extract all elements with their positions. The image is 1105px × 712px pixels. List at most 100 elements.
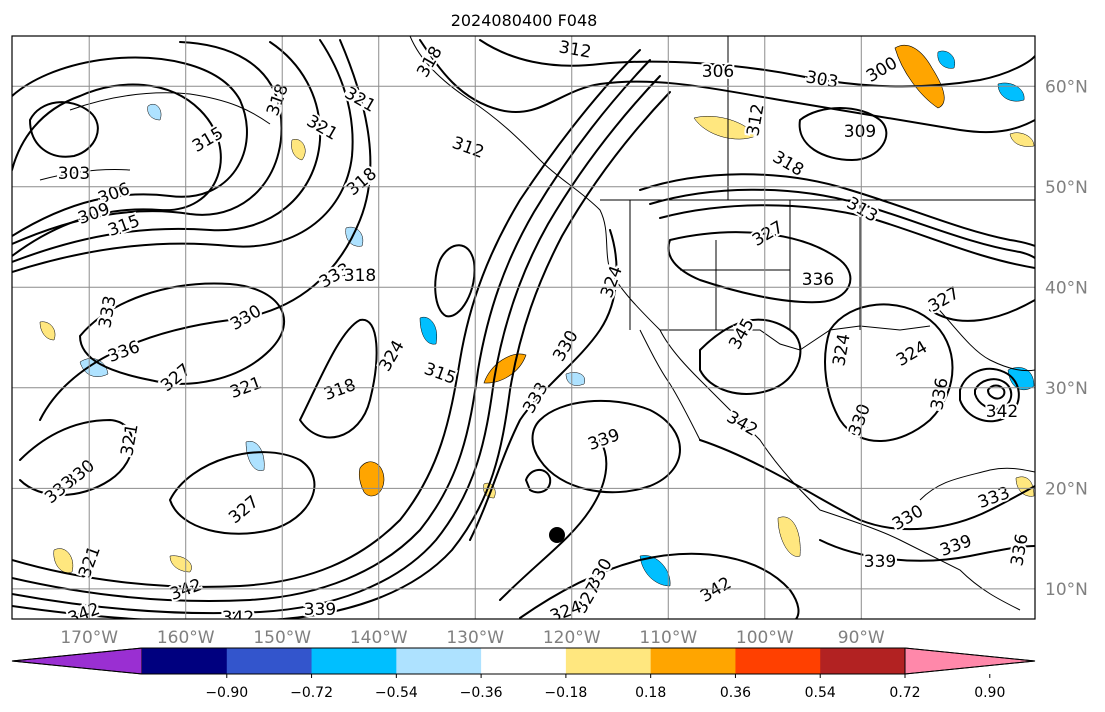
anomaly-patch <box>419 316 438 345</box>
contour-line <box>169 451 316 535</box>
colorbar-tick-label: 0.72 <box>889 685 920 701</box>
colorbar-tick-label: −0.54 <box>375 685 418 701</box>
colorbar-outline <box>11 647 1036 675</box>
anomaly-patch <box>291 139 306 161</box>
colorbar-tick-label: −0.18 <box>544 685 587 701</box>
longitude-tick-label: 150°W <box>253 628 311 648</box>
longitude-tick-label: 110°W <box>639 628 697 648</box>
anomaly-patch <box>894 44 945 109</box>
longitude-tick-label: 120°W <box>543 628 601 648</box>
contour-label: 342 <box>222 608 254 628</box>
anomaly-patch <box>777 516 801 557</box>
state-borders <box>629 200 861 330</box>
colorbar-segment <box>735 648 821 674</box>
contour-label: 309 <box>844 122 876 142</box>
position-marker-dot <box>549 527 565 543</box>
colorbar-segment <box>142 648 228 674</box>
contour-label: 306 <box>702 62 734 82</box>
contour-line <box>824 303 954 442</box>
longitude-tick-label: 130°W <box>446 628 504 648</box>
colorbar-tick-label: 0.36 <box>720 685 751 701</box>
coastline <box>639 329 701 441</box>
contour-line <box>299 318 378 439</box>
colorbar-extend-min <box>11 647 143 675</box>
contour-line <box>659 204 1035 269</box>
contour-line <box>12 83 222 257</box>
contour-line <box>667 231 852 304</box>
colorbar-tick-label: 0.90 <box>974 685 1005 701</box>
coastline <box>929 299 1035 372</box>
longitude-tick-label: 140°W <box>350 628 408 648</box>
graticule <box>12 36 1035 619</box>
contour-line <box>19 419 134 496</box>
longitude-tick-label: 160°W <box>157 628 215 648</box>
colorbar-tick-label: 0.54 <box>805 685 836 701</box>
height-contours <box>12 39 1035 619</box>
colorbar-tick-labels: −0.90 −0.72 −0.54 −0.36 −0.18 0.18 0.36 0.54 0.7… <box>205 674 1005 701</box>
contour-line <box>649 188 1035 259</box>
colorbar-tick-label: −0.36 <box>460 685 503 701</box>
anomaly-patch <box>937 50 956 69</box>
contour-line <box>639 173 1035 247</box>
coastline <box>919 467 1035 501</box>
contour-label: 339 <box>864 552 896 572</box>
anomaly-patch <box>39 321 56 341</box>
colorbar-segment <box>565 648 652 674</box>
contour-label: 318 <box>344 266 376 286</box>
contour-line <box>959 367 1020 423</box>
contour-line <box>987 384 1006 400</box>
contour-label: 342 <box>986 402 1018 422</box>
colorbar-segment <box>396 648 482 674</box>
latitude-labels: 60°N 50°N 40°N 30°N 20°N 10°N <box>1045 77 1088 600</box>
contour-line <box>531 399 681 494</box>
latitude-tick-label: 60°N <box>1045 77 1088 97</box>
latitude-tick-label: 10°N <box>1045 580 1088 600</box>
map-frame <box>11 35 1036 620</box>
colorbar-segment <box>311 648 397 674</box>
coastlines <box>39 36 1035 611</box>
contour-label: 339 <box>304 600 336 620</box>
colorbar-segment <box>650 648 736 674</box>
anomaly-patch <box>693 115 757 140</box>
contour-line <box>798 107 888 161</box>
contour-line <box>12 41 322 263</box>
colorbar-extend-max <box>904 647 1036 675</box>
anomaly-patch <box>358 461 385 497</box>
colorbar-segment <box>226 648 313 674</box>
coastline <box>39 169 131 181</box>
contour-line <box>79 282 286 385</box>
contour-line <box>929 299 1035 322</box>
anomaly-patch <box>53 548 74 574</box>
anomaly-patch <box>1015 476 1035 497</box>
contour-line <box>434 244 476 318</box>
colorbar-segment <box>481 648 567 674</box>
colorbar-segment <box>820 648 906 674</box>
contour-line <box>519 552 800 619</box>
latitude-tick-label: 20°N <box>1045 479 1088 499</box>
contour-line <box>525 469 552 494</box>
coastline <box>409 36 1021 611</box>
contour-label: 303 <box>58 164 90 184</box>
contour-line <box>12 56 248 237</box>
markers <box>549 527 565 543</box>
longitude-tick-label: 100°W <box>736 628 794 648</box>
longitude-tick-label: 90°W <box>838 628 885 648</box>
anomaly-patch <box>997 82 1025 102</box>
contour-line <box>699 439 1035 531</box>
latitude-tick-label: 50°N <box>1045 178 1088 198</box>
colorbar-tick-label: −0.72 <box>290 685 333 701</box>
contour-line <box>12 39 354 273</box>
colorbar <box>11 647 1036 675</box>
anomaly-patch <box>1007 367 1035 390</box>
contour-line <box>499 439 608 601</box>
coastline <box>69 92 271 125</box>
contour-line <box>29 101 99 158</box>
anomaly-patch <box>147 104 162 121</box>
latitude-tick-label: 40°N <box>1045 278 1088 298</box>
border <box>660 325 931 351</box>
anomaly-patch <box>1009 132 1035 147</box>
contour-line <box>12 41 283 245</box>
contour-line <box>699 318 802 395</box>
